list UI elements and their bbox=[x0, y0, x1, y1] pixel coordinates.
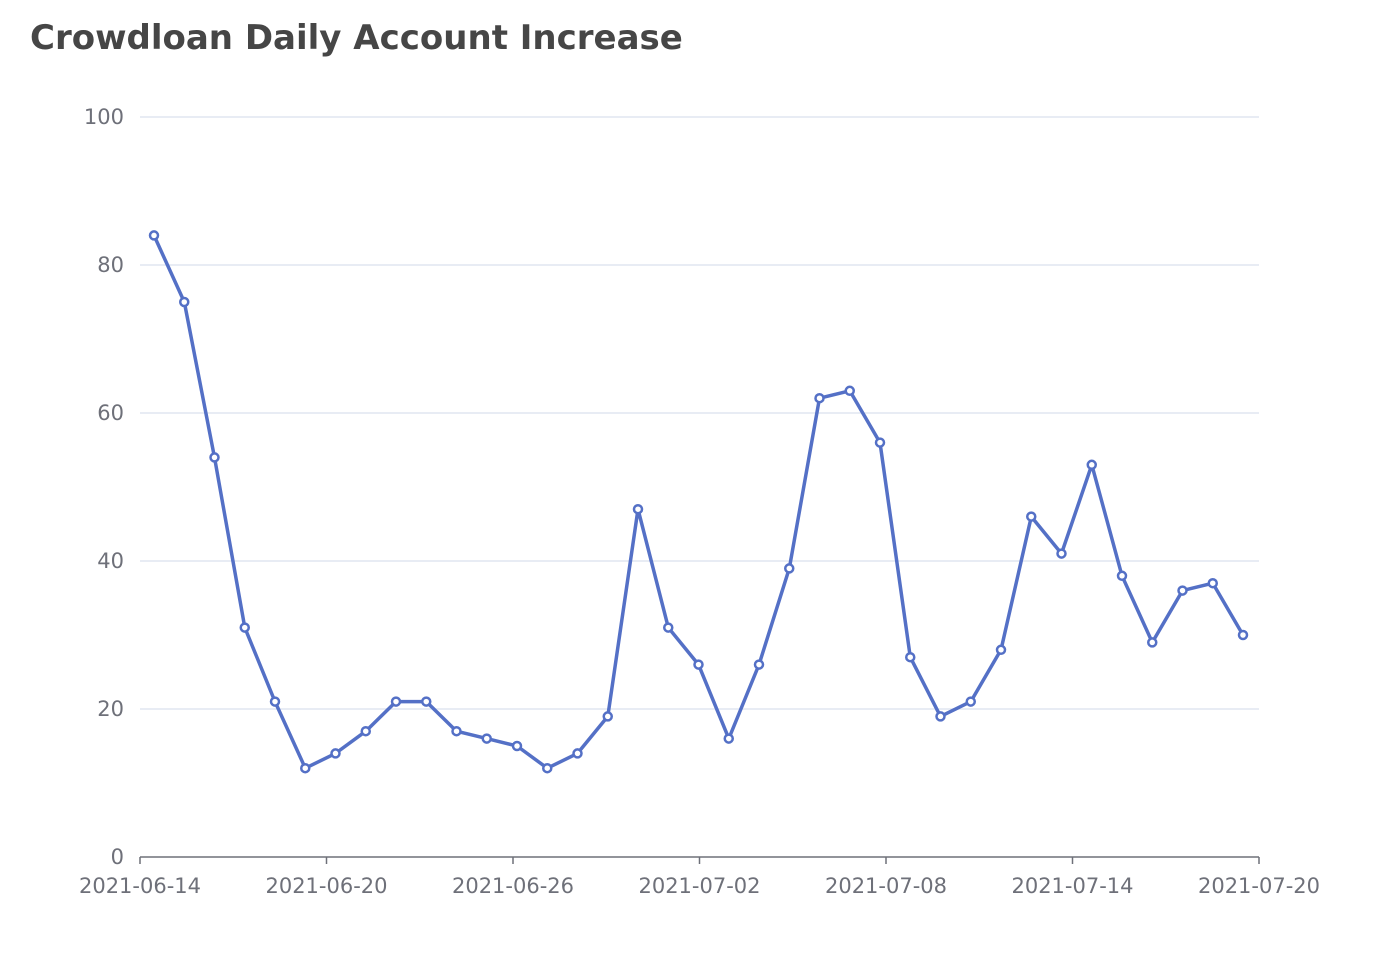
data-point[interactable] bbox=[935, 711, 946, 722]
data-point[interactable] bbox=[1086, 459, 1097, 471]
data-point[interactable] bbox=[1177, 585, 1188, 596]
series-points bbox=[148, 230, 1249, 774]
data-point[interactable] bbox=[663, 622, 674, 633]
data-point[interactable] bbox=[693, 659, 704, 670]
y-tick-label: 40 bbox=[97, 549, 124, 573]
x-tick-label: 2021-07-02 bbox=[638, 874, 760, 898]
data-point[interactable] bbox=[542, 762, 553, 774]
data-point[interactable] bbox=[874, 437, 886, 448]
data-point[interactable] bbox=[723, 733, 734, 744]
data-point[interactable] bbox=[1026, 511, 1037, 522]
series-line bbox=[152, 234, 1245, 770]
data-point[interactable] bbox=[421, 696, 432, 707]
data-point[interactable] bbox=[179, 296, 190, 308]
data-point[interactable] bbox=[1116, 570, 1128, 582]
data-point[interactable] bbox=[602, 711, 613, 722]
data-point[interactable] bbox=[844, 385, 855, 397]
x-tick-label: 2021-06-20 bbox=[265, 874, 387, 898]
x-tick-label: 2021-07-08 bbox=[825, 874, 947, 898]
data-point[interactable] bbox=[995, 644, 1007, 656]
data-point[interactable] bbox=[905, 651, 916, 663]
data-point[interactable] bbox=[481, 733, 492, 744]
data-point[interactable] bbox=[148, 230, 160, 241]
data-point[interactable] bbox=[814, 392, 825, 404]
data-point[interactable] bbox=[1207, 577, 1218, 589]
data-point[interactable] bbox=[965, 696, 976, 707]
x-tick-label: 2021-07-20 bbox=[1198, 874, 1320, 898]
data-point[interactable] bbox=[451, 725, 462, 737]
x-tick-label: 2021-06-14 bbox=[79, 874, 201, 898]
data-point[interactable] bbox=[300, 762, 311, 774]
y-tick-label: 60 bbox=[97, 401, 124, 425]
data-point[interactable] bbox=[390, 696, 402, 707]
data-point[interactable] bbox=[1237, 629, 1249, 641]
data-point[interactable] bbox=[269, 696, 281, 707]
data-point[interactable] bbox=[632, 503, 644, 515]
grid-lines bbox=[140, 116, 1259, 710]
x-tick-label: 2021-07-14 bbox=[1011, 874, 1133, 898]
data-point[interactable] bbox=[360, 725, 371, 737]
y-tick-label: 0 bbox=[111, 845, 124, 869]
data-point[interactable] bbox=[1056, 548, 1067, 559]
data-point[interactable] bbox=[209, 452, 220, 463]
axes: 0 20 40 60 80 100 2021-06-14 2021-06-20 2021-06-… bbox=[79, 105, 1320, 898]
series-line-layer bbox=[152, 234, 1245, 770]
data-point[interactable] bbox=[330, 748, 341, 759]
chart-title: Crowdloan Daily Account Increase bbox=[30, 18, 683, 58]
data-point[interactable] bbox=[511, 740, 523, 752]
data-point[interactable] bbox=[753, 659, 765, 670]
x-tick-label: 2021-06-26 bbox=[452, 874, 574, 898]
y-tick-label: 100 bbox=[84, 105, 124, 129]
data-point[interactable] bbox=[784, 563, 795, 574]
data-point[interactable] bbox=[1147, 637, 1158, 648]
data-point[interactable] bbox=[239, 622, 250, 633]
y-tick-label: 80 bbox=[97, 253, 124, 277]
y-tick-label: 20 bbox=[97, 697, 124, 721]
data-point[interactable] bbox=[572, 748, 583, 759]
